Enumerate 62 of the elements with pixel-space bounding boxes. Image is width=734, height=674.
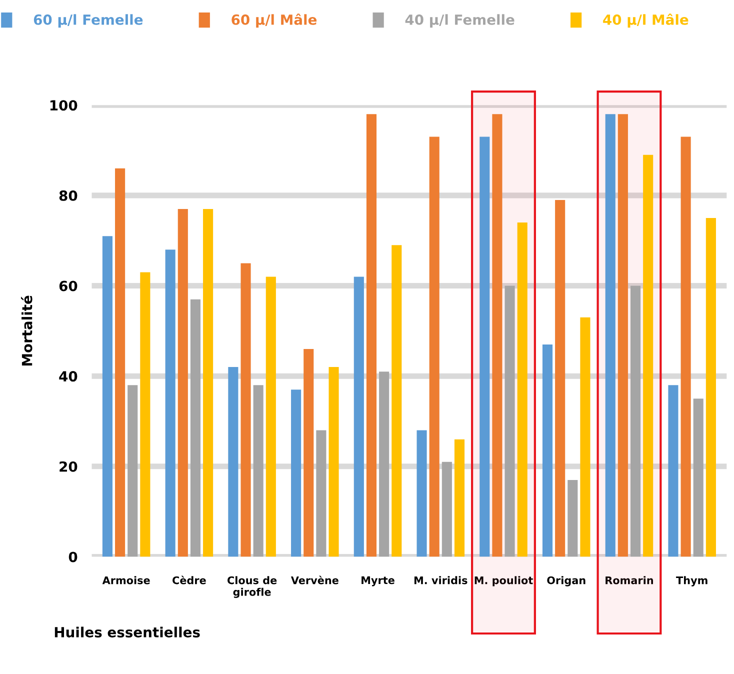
bar	[668, 385, 678, 557]
legend-label: 40 µ/l Femelle	[405, 14, 514, 28]
bar	[568, 480, 578, 557]
bar	[618, 114, 628, 557]
x-tick-label: M. viridis	[414, 576, 468, 584]
bar	[454, 439, 465, 557]
bar	[190, 299, 200, 557]
x-tick-label: Clous de girofle	[228, 576, 277, 598]
bar	[140, 272, 150, 557]
bar	[328, 367, 339, 557]
bar	[128, 385, 138, 557]
bar	[605, 114, 616, 557]
y-tick-label: 100	[50, 100, 78, 111]
bar	[240, 263, 251, 557]
bar	[542, 344, 553, 557]
x-axis-title: Huiles essentielles	[54, 626, 200, 638]
bar	[165, 250, 176, 557]
bar	[316, 430, 326, 557]
bar	[442, 462, 452, 557]
bar	[392, 245, 402, 557]
legend-label: 60 µ/l Femelle	[34, 14, 143, 28]
legend-label: 60 µ/l Mâle	[232, 14, 317, 28]
bar	[266, 276, 276, 557]
y-axis-title: Mortalité	[20, 296, 32, 366]
x-tick-label: Vervène	[290, 576, 338, 584]
bar	[517, 222, 528, 557]
bar	[304, 348, 314, 557]
bar	[504, 286, 515, 557]
bar	[253, 385, 264, 557]
bar	[580, 317, 590, 557]
y-tick-label: 20	[60, 461, 78, 472]
x-tick-label: M. pouliot	[474, 576, 533, 586]
bar	[480, 136, 490, 557]
bar	[178, 209, 188, 557]
bar	[115, 168, 126, 557]
bar	[366, 114, 377, 557]
x-tick-label: Thym	[676, 576, 708, 586]
bar	[555, 200, 566, 557]
bar	[630, 286, 641, 557]
bar	[706, 218, 716, 557]
bar	[203, 209, 214, 557]
y-tick-label: 60	[59, 280, 78, 292]
bar	[693, 398, 704, 557]
x-tick-label: Romarin	[606, 576, 653, 584]
bar	[379, 372, 390, 557]
bar	[429, 136, 440, 557]
bar	[643, 154, 654, 557]
y-tick-label: 0	[68, 552, 78, 562]
bar	[492, 114, 502, 557]
bar	[354, 276, 364, 557]
bar	[102, 236, 112, 557]
x-tick-label: Origan	[547, 576, 586, 586]
x-tick-label: Cèdre	[172, 576, 206, 584]
x-tick-label: Armoise	[102, 576, 150, 584]
bar	[680, 136, 691, 557]
x-tick-label: Myrte	[362, 576, 394, 586]
bar	[416, 430, 427, 557]
bar	[291, 390, 302, 557]
legend-label: 40 µ/l Mâle	[603, 14, 688, 28]
y-tick-label: 80	[59, 190, 78, 201]
bar	[228, 367, 238, 557]
y-tick-label: 40	[59, 371, 78, 382]
